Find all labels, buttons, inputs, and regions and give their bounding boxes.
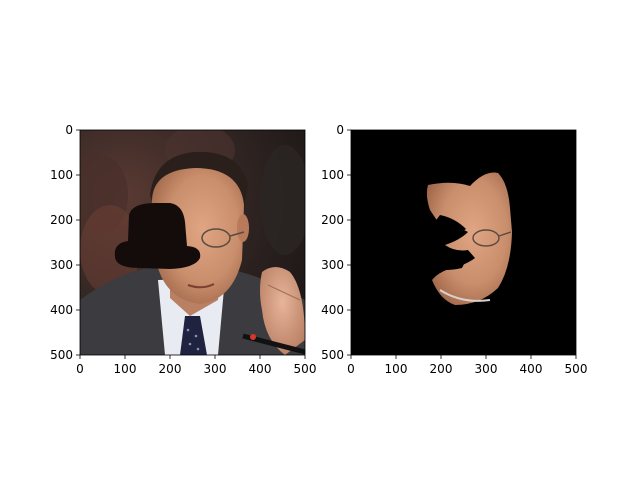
x-tick-label: 400 [520,362,543,376]
x-tick-label: 0 [76,362,84,376]
right-axis-ticks: 0 0 100 100 200 200 300 300 400 400 500 500 [321,123,587,376]
x-tick-label: 100 [385,362,408,376]
y-tick-label: 100 [321,168,344,182]
right-image-panel [350,129,577,356]
y-tick-label: 100 [50,168,73,182]
y-tick-label: 400 [321,303,344,317]
y-tick-label: 200 [321,213,344,227]
x-tick-label: 500 [294,362,317,376]
x-tick-label: 200 [430,362,453,376]
y-tick-label: 300 [321,258,344,272]
y-tick-label: 200 [50,213,73,227]
x-tick-label: 300 [475,362,498,376]
y-tick-label: 300 [50,258,73,272]
x-tick-label: 300 [204,362,227,376]
x-tick-label: 500 [565,362,588,376]
left-axis-ticks: 0 0 100 100 200 200 300 300 400 400 500 500 [50,123,316,376]
y-tick-label: 0 [65,123,73,137]
left-axes-frame [79,129,306,356]
right-axes-frame [350,129,577,356]
y-tick-label: 500 [50,348,73,362]
occluder-hat-shape [114,203,201,269]
y-tick-label: 400 [50,303,73,317]
face-segmentation-mask [351,130,576,355]
y-tick-label: 0 [336,123,344,137]
y-tick-label: 500 [321,348,344,362]
x-tick-label: 0 [347,362,355,376]
x-tick-label: 200 [159,362,182,376]
x-tick-label: 100 [114,362,137,376]
left-image-panel [79,129,306,356]
face-photo [80,130,305,355]
x-tick-label: 400 [249,362,272,376]
